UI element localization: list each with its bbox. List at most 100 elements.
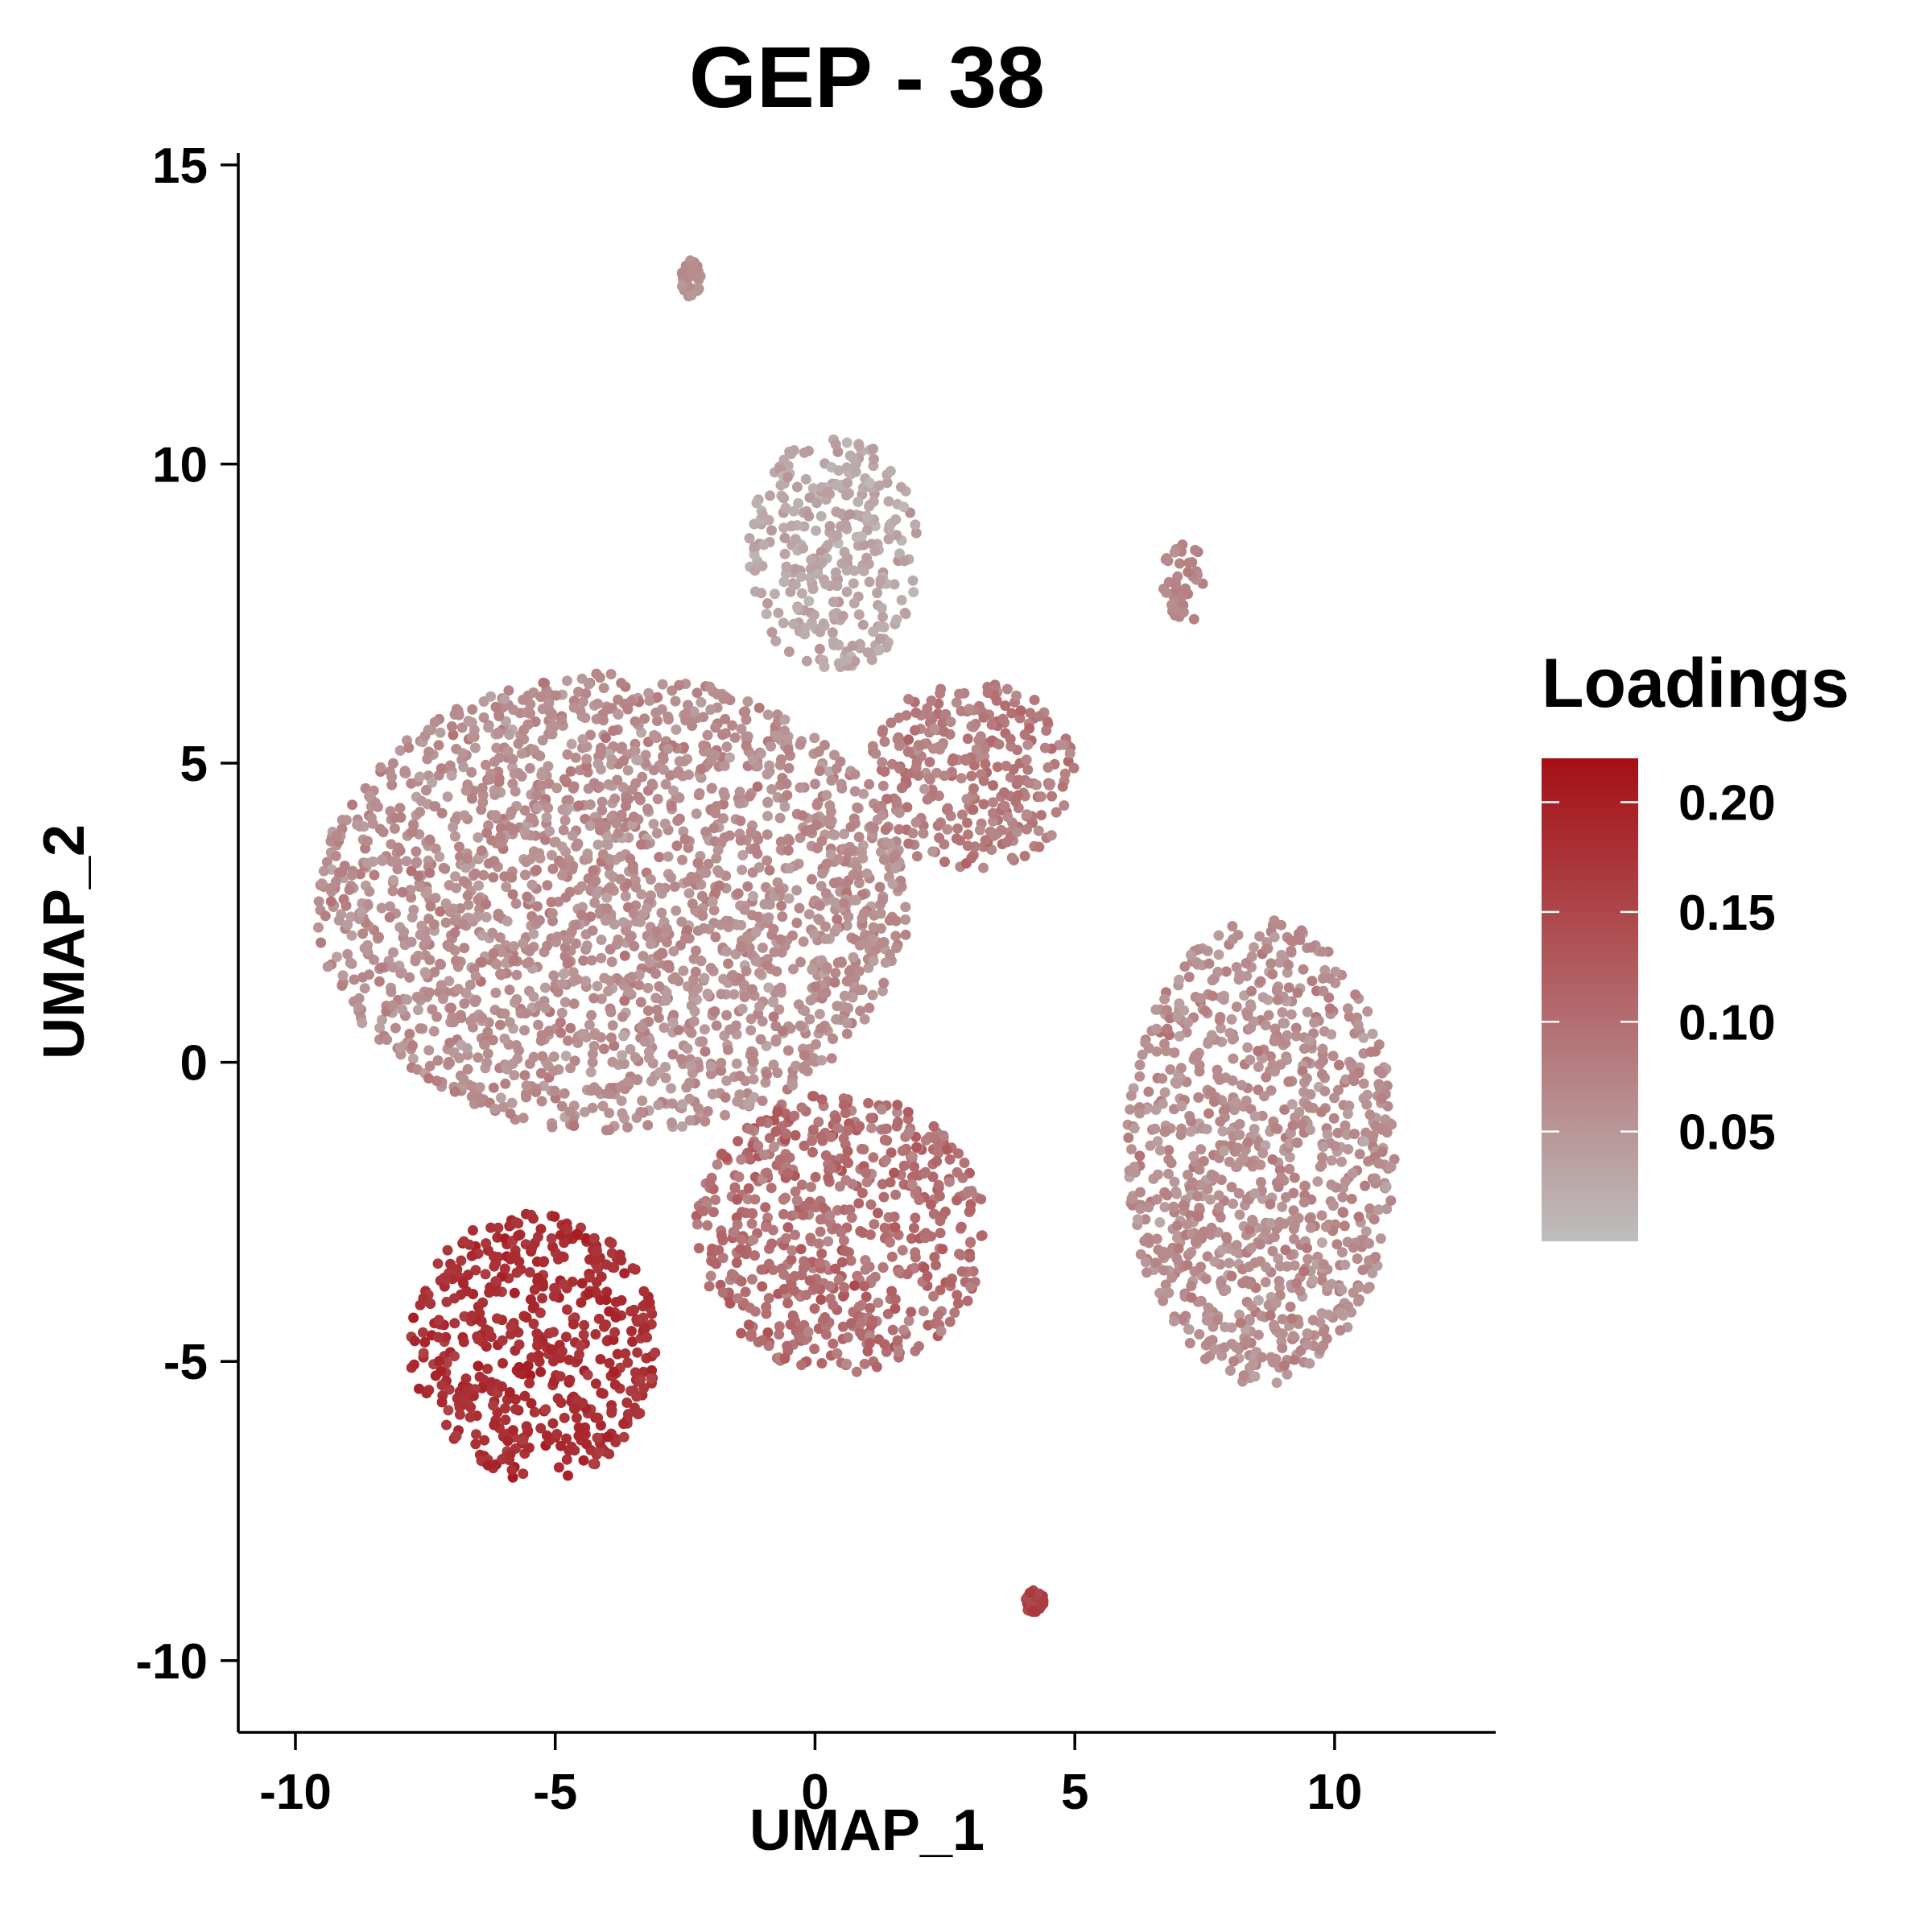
data-point (698, 1206, 709, 1216)
data-point (661, 987, 672, 998)
data-point (911, 851, 923, 862)
data-point (577, 696, 588, 708)
data-point (819, 921, 831, 932)
data-point (568, 998, 580, 1009)
data-point (1151, 1023, 1162, 1034)
data-point (1157, 1098, 1168, 1109)
data-point (910, 1247, 921, 1258)
data-point (342, 919, 353, 931)
data-point (788, 1311, 799, 1323)
data-point (497, 1358, 508, 1368)
data-point (485, 1222, 497, 1233)
data-point (432, 1055, 444, 1066)
data-point (741, 741, 752, 751)
data-point (1186, 1281, 1197, 1291)
data-point (787, 1080, 799, 1091)
data-point (529, 1301, 540, 1312)
data-point (1322, 1281, 1333, 1292)
data-point (608, 725, 619, 737)
data-point (616, 678, 627, 688)
data-point (962, 840, 973, 852)
data-point (816, 1358, 828, 1368)
data-point (778, 1269, 790, 1280)
data-point (420, 968, 431, 980)
data-point (896, 595, 907, 605)
data-point (466, 1250, 477, 1261)
data-point (898, 1160, 910, 1171)
data-point (832, 1123, 844, 1133)
data-point (572, 974, 583, 985)
data-point (509, 1287, 520, 1298)
data-point (431, 1075, 442, 1087)
data-point (424, 955, 436, 965)
data-point (1039, 742, 1051, 753)
data-point (1230, 1096, 1241, 1108)
data-point (567, 830, 578, 841)
data-point (614, 1249, 625, 1261)
data-point (1265, 958, 1277, 969)
data-point (807, 1124, 819, 1135)
data-point (1183, 567, 1194, 578)
data-point (858, 908, 869, 919)
data-point (925, 1199, 936, 1210)
data-point (411, 992, 423, 1002)
data-point (843, 911, 854, 923)
data-point (1173, 1243, 1184, 1254)
data-point (1362, 1006, 1373, 1017)
data-point (765, 899, 775, 910)
data-point (924, 757, 935, 768)
data-point (477, 797, 489, 807)
data-point (539, 982, 551, 993)
data-point (533, 1019, 544, 1030)
data-point (1042, 762, 1054, 773)
data-point (742, 696, 753, 707)
data-point (588, 993, 600, 1004)
data-point (784, 863, 795, 874)
data-point (1302, 1253, 1314, 1265)
data-point (342, 948, 353, 960)
data-point (762, 1167, 773, 1179)
data-point (667, 1049, 679, 1060)
data-point (789, 1110, 800, 1121)
data-point (779, 801, 791, 812)
data-point (1170, 578, 1181, 589)
data-point (1158, 1265, 1170, 1276)
data-point (1370, 1046, 1381, 1057)
data-point (762, 598, 773, 609)
data-point (999, 800, 1010, 811)
data-point (879, 1339, 890, 1350)
data-point (867, 989, 878, 1001)
data-point (556, 979, 568, 989)
data-point (903, 838, 914, 849)
data-point (830, 567, 841, 578)
data-point (1224, 1365, 1236, 1377)
data-point (1238, 1153, 1249, 1164)
data-point (609, 1379, 621, 1390)
data-point (359, 983, 370, 994)
data-point (1187, 557, 1198, 568)
data-point (873, 645, 885, 656)
data-point (1302, 1006, 1313, 1018)
data-point (444, 976, 455, 987)
data-point (954, 688, 965, 700)
data-point (1159, 1087, 1170, 1098)
data-point (440, 917, 452, 928)
data-point (708, 905, 720, 916)
data-point (827, 627, 838, 638)
data-point (1298, 964, 1309, 975)
data-point (541, 1430, 552, 1441)
data-point (1298, 1087, 1310, 1098)
data-point (537, 1293, 548, 1304)
data-point (506, 872, 518, 883)
data-point (1283, 982, 1294, 993)
data-point (415, 807, 426, 818)
chart-title: GEP - 38 (689, 28, 1045, 126)
data-point (944, 1176, 955, 1187)
data-point (410, 956, 421, 967)
data-point (374, 1022, 386, 1034)
data-point (867, 741, 878, 752)
data-point (553, 1253, 564, 1265)
data-point (648, 819, 659, 830)
data-point (548, 1051, 559, 1063)
data-point (907, 828, 919, 839)
